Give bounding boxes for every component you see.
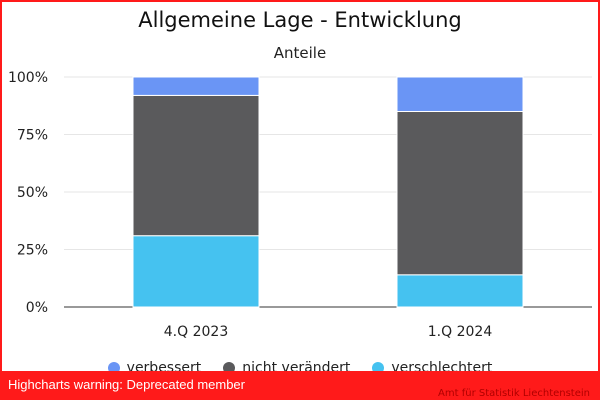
warning-banner: Highcharts warning: Deprecated member [2,371,598,398]
bar-segment[interactable] [132,76,260,96]
chart-credit[interactable]: Amt für Statistik Liechtenstein [438,388,590,399]
x-tick-label: 4.Q 2023 [164,324,228,340]
bar-segment[interactable] [132,94,260,237]
chart-title: Allgemeine Lage - Entwicklung [138,8,462,32]
y-tick-label: 50% [17,185,48,201]
bar-segment[interactable] [396,76,524,112]
bar-segment[interactable] [132,235,260,308]
y-tick-label: 25% [17,243,48,259]
y-tick-label: 0% [26,300,48,316]
y-tick-label: 100% [8,70,48,86]
y-tick-label: 75% [17,128,48,144]
bar-segment[interactable] [396,111,524,276]
bar-segment[interactable] [396,274,524,308]
x-tick-label: 1.Q 2024 [428,324,493,340]
chart-subtitle: Anteile [273,44,327,62]
